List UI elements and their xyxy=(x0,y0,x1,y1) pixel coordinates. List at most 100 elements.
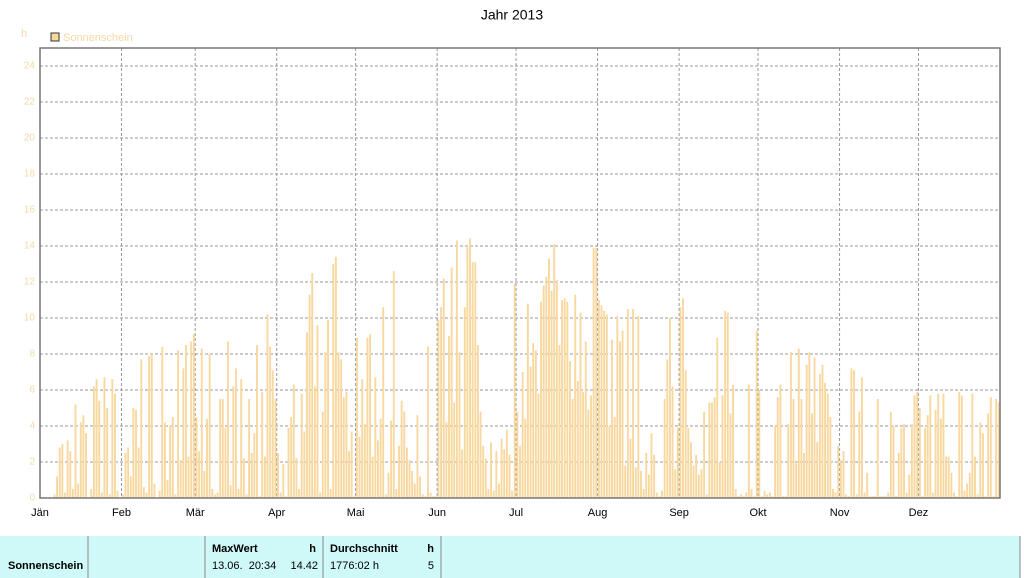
bar xyxy=(192,334,195,498)
bar xyxy=(895,496,898,498)
bar xyxy=(484,458,487,498)
bar xyxy=(158,490,161,498)
bar xyxy=(795,462,798,498)
bar xyxy=(945,456,948,498)
bar xyxy=(448,336,450,498)
bar xyxy=(905,492,908,498)
y-tick-label: 10 xyxy=(24,313,36,324)
bar xyxy=(519,445,521,498)
bar xyxy=(729,413,732,498)
bar xyxy=(258,496,261,498)
bar xyxy=(968,472,971,498)
bar xyxy=(85,433,87,498)
bar xyxy=(374,377,377,498)
bar xyxy=(453,402,456,498)
bar xyxy=(277,453,279,498)
bar xyxy=(92,386,95,498)
bar xyxy=(171,417,174,498)
bar xyxy=(403,411,406,498)
bar xyxy=(174,494,177,498)
bar xyxy=(818,373,821,498)
bar xyxy=(908,474,911,498)
bar xyxy=(590,395,592,498)
bar xyxy=(569,361,571,498)
col-unit: h xyxy=(427,543,434,555)
bar xyxy=(64,492,66,498)
bar xyxy=(716,337,719,498)
bar xyxy=(500,438,503,498)
bar xyxy=(721,395,724,498)
bar xyxy=(550,291,553,498)
bar xyxy=(540,301,542,498)
bar xyxy=(279,492,282,498)
bar xyxy=(939,418,942,498)
bar xyxy=(261,391,264,498)
bar xyxy=(816,442,819,498)
bar xyxy=(529,366,532,498)
bar xyxy=(924,427,926,498)
bar xyxy=(624,465,627,498)
bar xyxy=(542,285,545,498)
bar xyxy=(121,494,124,498)
bar xyxy=(521,372,524,498)
bar xyxy=(319,492,322,498)
bar xyxy=(187,456,190,498)
bar xyxy=(784,496,787,498)
bar xyxy=(132,408,135,498)
bar xyxy=(700,469,703,498)
bar xyxy=(666,359,669,498)
bar xyxy=(471,262,474,498)
bar xyxy=(705,494,708,498)
bar xyxy=(382,307,385,498)
bar xyxy=(256,345,258,498)
bar xyxy=(450,267,453,498)
bar xyxy=(600,305,603,498)
bar xyxy=(503,449,506,498)
bar xyxy=(114,393,116,498)
legend-swatch xyxy=(50,32,60,42)
bar xyxy=(618,341,621,498)
plot-frame xyxy=(39,47,1001,499)
bar xyxy=(182,368,185,498)
bar xyxy=(613,417,616,498)
y-unit: h xyxy=(21,28,27,40)
bar xyxy=(329,489,332,498)
bar xyxy=(426,346,429,498)
bar xyxy=(253,433,256,498)
bar xyxy=(353,496,356,498)
bar xyxy=(498,483,500,498)
bar xyxy=(579,312,582,498)
y-tick-label: 20 xyxy=(24,133,36,144)
bar xyxy=(469,238,471,498)
bar xyxy=(313,386,316,498)
bar xyxy=(592,247,595,498)
bar xyxy=(971,393,974,498)
bar xyxy=(290,417,293,498)
bar xyxy=(947,456,950,498)
bar xyxy=(363,424,366,498)
bar xyxy=(127,447,130,498)
bar xyxy=(53,494,56,498)
bar xyxy=(942,393,945,498)
bar xyxy=(718,462,721,498)
bar xyxy=(140,359,143,498)
bar xyxy=(437,319,440,498)
bar xyxy=(853,370,855,498)
bar xyxy=(153,483,156,498)
bar xyxy=(408,460,411,498)
bar xyxy=(206,418,208,498)
bar xyxy=(621,330,624,498)
bar xyxy=(213,494,216,498)
bar xyxy=(208,354,211,498)
bar xyxy=(508,454,511,498)
bar xyxy=(90,489,93,498)
cell: 5 xyxy=(428,560,434,572)
bar xyxy=(66,440,69,498)
bar xyxy=(734,489,737,498)
bar xyxy=(745,492,748,498)
bar xyxy=(166,480,169,498)
bar xyxy=(692,465,695,498)
x-tick-label: Jun xyxy=(428,507,446,519)
bar xyxy=(316,325,319,498)
bar xyxy=(100,492,103,498)
